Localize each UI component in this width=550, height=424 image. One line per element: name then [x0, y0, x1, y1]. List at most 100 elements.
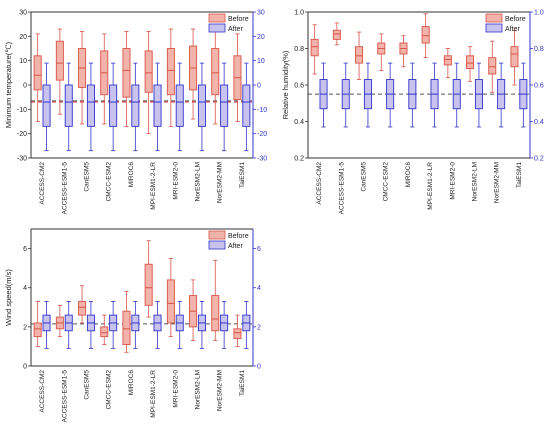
box-before-MPI-ESM1-2-LR	[144, 240, 153, 318]
category-label: MPI-ESM1-2-LR	[427, 162, 434, 210]
legend-swatch-before	[208, 13, 226, 23]
category-label: MIROC6	[128, 370, 135, 396]
y-axis-label: Wind speed(m/s)	[4, 269, 13, 326]
box-body	[33, 55, 42, 91]
box-body	[233, 328, 242, 340]
category-label: NorESM2-MM	[217, 162, 224, 203]
legend-swatch-before	[208, 230, 226, 240]
box-before-CMCC-ESM2	[100, 314, 109, 345]
category-label: ACCESS-CM2	[39, 370, 46, 413]
box-after-MRI-ESM2-0	[175, 301, 184, 349]
box-after-ACCESS-CM2	[319, 62, 328, 128]
box-body	[166, 48, 175, 96]
category-label: TaiESM1	[516, 162, 523, 188]
box-body	[109, 84, 118, 127]
box-before-NorESM2-LM	[466, 46, 475, 82]
right-tick-label: 0	[257, 364, 261, 371]
category-label: MRI-ESM2-0	[172, 162, 179, 200]
box-body	[33, 322, 42, 338]
box-body	[211, 48, 220, 96]
category-label: ACCESS-ESM1-5	[61, 370, 68, 423]
left-tick-label: 2	[23, 324, 27, 331]
left-tick-label: 0	[23, 364, 27, 371]
category-label: ACCESS-CM2	[39, 162, 46, 205]
box-body	[42, 84, 51, 127]
box-before-CanESM5	[78, 285, 87, 324]
box-body	[86, 84, 95, 127]
box-after-MPI-ESM1-2-LR	[153, 62, 162, 152]
legend-label-after: After	[228, 26, 243, 33]
legend-swatch-before	[485, 13, 503, 23]
box-after-ACCESS-ESM1-5	[64, 301, 73, 349]
legend-label-before: Before	[228, 16, 249, 23]
category-label: CanESM5	[84, 370, 91, 400]
box-after-CanESM5	[363, 62, 372, 128]
box-before-TaiESM1	[233, 314, 242, 347]
box-body	[310, 38, 319, 57]
box-body	[78, 300, 87, 316]
left-tick-label: 0	[23, 83, 27, 90]
right-tick-label: 0.6	[534, 83, 544, 90]
left-tick-label: 4	[23, 285, 27, 292]
category-label: MPI-ESM1-2-LR	[150, 162, 157, 210]
box-before-MIROC6	[399, 35, 408, 68]
box-after-CMCC-ESM2	[386, 62, 395, 128]
box-after-MPI-ESM1-2-LR	[153, 301, 162, 349]
box-after-CanESM5	[86, 301, 95, 349]
category-label: NorESM2-LM	[195, 162, 202, 201]
category-label: MRI-ESM2-0	[449, 162, 456, 200]
category-label: NorESM2-MM	[494, 162, 501, 203]
category-label: MRI-ESM2-0	[172, 370, 179, 408]
right-tick-label: 6	[257, 246, 261, 253]
legend-swatch-after	[208, 240, 226, 250]
legend: Before After	[208, 13, 249, 33]
left-tick-label: -20	[17, 131, 27, 138]
box-after-NorESM2-MM	[220, 301, 229, 349]
chart-panel-1: 0.2 0.4 0.6 0.8 1.0 0.2 0.4 0.6 0.8 1.0 Relative h…	[281, 10, 544, 215]
y-axis-label: Relative humidity(%)	[281, 50, 290, 119]
box-body	[64, 84, 73, 127]
box-before-ACCESS-CM2	[33, 33, 42, 122]
box-body	[197, 84, 206, 127]
box-body	[55, 40, 64, 81]
chart-panel-2: 0 2 4 6 0 2 4 6 Wind speed(m/s) ACCESS-CM2 ACCESS-…	[4, 228, 261, 423]
right-tick-label: -20	[257, 131, 267, 138]
box-before-CMCC-ESM2	[377, 33, 386, 71]
right-tick-label: 30	[257, 10, 265, 17]
category-label: NorESM2-LM	[472, 162, 479, 201]
box-body	[355, 46, 364, 64]
box-before-MRI-ESM2-0	[443, 48, 452, 79]
box-after-TaiESM1	[519, 62, 528, 128]
legend-label-before: Before	[505, 16, 526, 23]
left-tick-label: 0.6	[294, 83, 304, 90]
box-before-NorESM2-MM	[488, 40, 497, 93]
box-before-ACCESS-CM2	[33, 301, 42, 347]
category-label: ACCESS-ESM1-5	[61, 162, 68, 215]
right-tick-label: 0.2	[534, 156, 544, 163]
left-tick-label: 30	[19, 10, 27, 17]
box-body	[131, 84, 140, 127]
right-tick-label: 2	[257, 324, 261, 331]
category-label: TaiESM1	[239, 162, 246, 188]
box-body	[443, 55, 452, 66]
left-tick-label: 1.0	[294, 10, 304, 17]
legend-label-after: After	[228, 243, 243, 250]
left-tick-label: 10	[19, 58, 27, 65]
box-after-ACCESS-ESM1-5	[64, 62, 73, 152]
category-label: NorESM2-LM	[195, 370, 202, 409]
box-before-CanESM5	[355, 31, 364, 80]
right-tick-label: 4	[257, 285, 261, 292]
box-after-NorESM2-MM	[497, 62, 506, 128]
box-after-ACCESS-ESM1-5	[341, 62, 350, 128]
box-body	[242, 84, 251, 127]
box-before-NorESM2-LM	[189, 28, 198, 120]
box-before-NorESM2-MM	[211, 259, 220, 341]
box-body	[211, 295, 220, 332]
box-after-MIROC6	[131, 301, 140, 349]
category-label: CMCC-ESM2	[106, 370, 113, 410]
box-before-MPI-ESM1-2-LR	[421, 13, 430, 59]
box-after-NorESM2-LM	[197, 301, 206, 349]
right-tick-label: 20	[257, 34, 265, 41]
box-after-NorESM2-MM	[220, 62, 229, 152]
box-body	[421, 26, 430, 44]
